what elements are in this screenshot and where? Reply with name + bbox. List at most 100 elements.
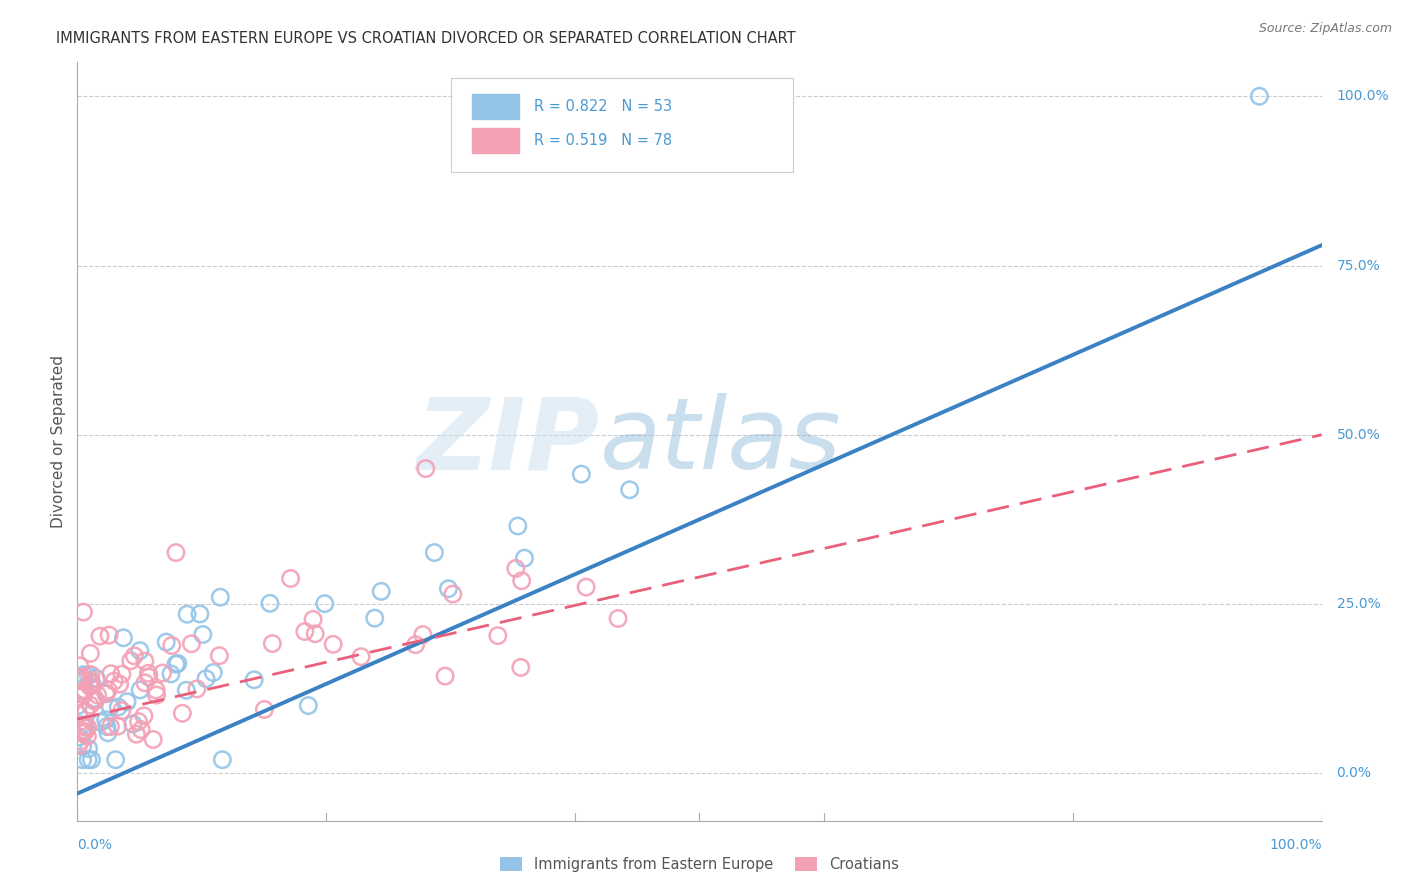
Point bbox=[188, 607, 211, 621]
Point bbox=[103, 674, 125, 689]
Point bbox=[486, 629, 509, 643]
Point bbox=[73, 720, 96, 734]
Point bbox=[370, 584, 392, 599]
Point bbox=[176, 683, 198, 698]
Point bbox=[129, 682, 152, 697]
Point bbox=[77, 741, 100, 756]
Point bbox=[72, 667, 94, 681]
Point bbox=[441, 587, 464, 601]
Legend: Immigrants from Eastern Europe, Croatians: Immigrants from Eastern Europe, Croatian… bbox=[495, 851, 904, 878]
Point bbox=[155, 635, 177, 649]
Point bbox=[79, 646, 101, 660]
Point bbox=[160, 639, 183, 653]
Point bbox=[80, 753, 103, 767]
Text: 0.0%: 0.0% bbox=[77, 838, 112, 852]
Point bbox=[509, 660, 531, 674]
Point bbox=[108, 677, 131, 691]
Text: 100.0%: 100.0% bbox=[1337, 89, 1389, 103]
Point bbox=[575, 580, 598, 594]
Point bbox=[145, 683, 167, 698]
Text: 50.0%: 50.0% bbox=[1337, 428, 1381, 442]
Point bbox=[186, 681, 208, 696]
Point bbox=[145, 688, 167, 702]
Point bbox=[69, 658, 91, 673]
Point bbox=[115, 695, 138, 709]
Text: atlas: atlas bbox=[600, 393, 842, 490]
Point bbox=[569, 467, 592, 482]
Point bbox=[69, 734, 91, 748]
Point bbox=[134, 676, 156, 690]
Point bbox=[412, 627, 434, 641]
Point bbox=[505, 561, 527, 575]
Point bbox=[97, 726, 120, 740]
FancyBboxPatch shape bbox=[472, 128, 519, 153]
Point bbox=[86, 688, 108, 702]
Point bbox=[128, 643, 150, 657]
Point bbox=[280, 572, 302, 586]
Point bbox=[211, 753, 233, 767]
Point bbox=[259, 596, 281, 610]
Point bbox=[111, 704, 134, 718]
Point bbox=[72, 725, 94, 739]
Point bbox=[112, 631, 135, 645]
Point bbox=[191, 627, 214, 641]
Y-axis label: Divorced or Separated: Divorced or Separated bbox=[51, 355, 66, 528]
Point bbox=[82, 693, 104, 707]
Text: R = 0.822   N = 53: R = 0.822 N = 53 bbox=[534, 99, 672, 114]
Point bbox=[160, 667, 183, 681]
Point bbox=[129, 723, 152, 737]
Point bbox=[136, 666, 159, 681]
Point bbox=[73, 682, 96, 697]
Point bbox=[125, 727, 148, 741]
Point bbox=[67, 730, 90, 744]
Point bbox=[79, 698, 101, 713]
Point bbox=[138, 670, 160, 684]
Point bbox=[314, 597, 336, 611]
Point bbox=[180, 637, 202, 651]
Point bbox=[415, 461, 437, 475]
Point bbox=[72, 605, 94, 619]
Point bbox=[70, 671, 93, 685]
FancyBboxPatch shape bbox=[450, 78, 793, 172]
Text: 25.0%: 25.0% bbox=[1337, 597, 1381, 611]
Point bbox=[70, 688, 93, 702]
Point bbox=[607, 611, 630, 625]
Point bbox=[208, 648, 231, 663]
Point bbox=[79, 673, 101, 688]
Point bbox=[107, 719, 129, 733]
Text: 100.0%: 100.0% bbox=[1270, 838, 1322, 852]
Point bbox=[165, 546, 187, 560]
Point bbox=[122, 717, 145, 731]
Point bbox=[98, 628, 121, 642]
Point bbox=[405, 638, 427, 652]
Point bbox=[69, 690, 91, 705]
Point bbox=[152, 666, 174, 681]
Point bbox=[83, 694, 105, 708]
Point bbox=[79, 679, 101, 693]
Point bbox=[100, 666, 122, 681]
Text: IMMIGRANTS FROM EASTERN EUROPE VS CROATIAN DIVORCED OR SEPARATED CORRELATION CHA: IMMIGRANTS FROM EASTERN EUROPE VS CROATI… bbox=[56, 31, 796, 46]
Point bbox=[124, 648, 146, 663]
Point bbox=[195, 672, 218, 686]
Point bbox=[142, 732, 165, 747]
Point bbox=[243, 673, 266, 687]
Point bbox=[104, 753, 127, 767]
Point bbox=[134, 654, 156, 668]
Point bbox=[107, 700, 129, 714]
Point bbox=[94, 687, 117, 701]
Point bbox=[294, 624, 316, 639]
Point bbox=[80, 676, 103, 690]
Point bbox=[297, 698, 319, 713]
Point bbox=[80, 676, 103, 690]
Text: Source: ZipAtlas.com: Source: ZipAtlas.com bbox=[1258, 22, 1392, 36]
Point bbox=[76, 720, 98, 734]
Point bbox=[172, 706, 194, 721]
Point bbox=[94, 713, 117, 727]
Text: ZIP: ZIP bbox=[418, 393, 600, 490]
Point bbox=[76, 729, 98, 743]
Point bbox=[253, 702, 276, 716]
Point bbox=[84, 691, 107, 706]
Text: 0.0%: 0.0% bbox=[1337, 766, 1372, 780]
Point bbox=[67, 707, 90, 722]
FancyBboxPatch shape bbox=[472, 95, 519, 120]
